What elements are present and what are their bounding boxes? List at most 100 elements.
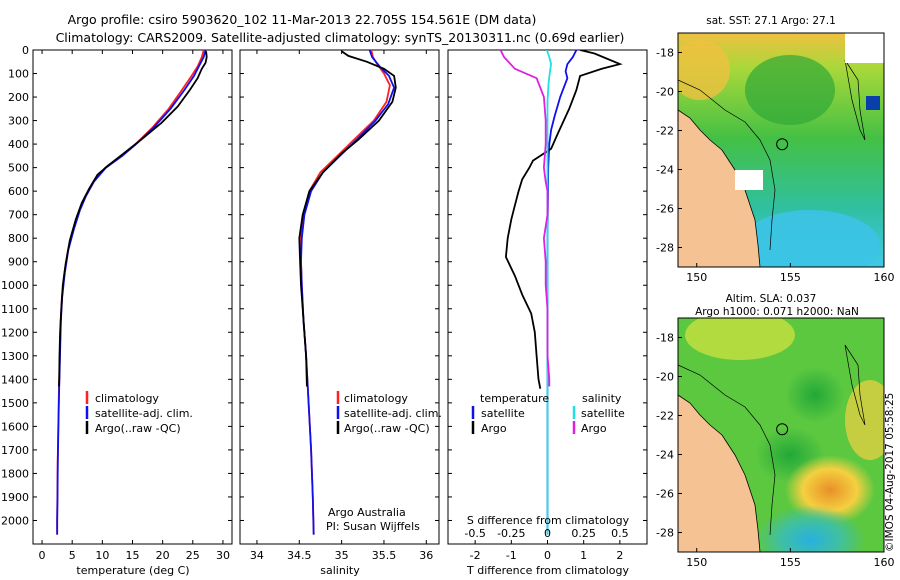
temperature-profile-panel: 0100200300400500600700800900100011001200… bbox=[1, 44, 233, 562]
sst-map-axes: 150 155 160 -18 -20 -22 -24 -26 -28 bbox=[656, 47, 894, 285]
map-y-tick-label: -24 bbox=[656, 164, 674, 177]
x-tick-label: 0 bbox=[39, 549, 46, 562]
sla-map-frame bbox=[677, 317, 885, 553]
sst-green-patch bbox=[745, 55, 835, 125]
map-y-tick-label: -24 bbox=[656, 449, 674, 462]
legend-salinity-title: salinity bbox=[582, 392, 622, 405]
legend-argo-label: Argo(..raw -QC) bbox=[344, 422, 430, 435]
x-tick-label: 35 bbox=[335, 549, 349, 562]
x-tick-label-s: 0.25 bbox=[571, 527, 596, 540]
t-difference-x-axis-label: T difference from climatology bbox=[466, 564, 629, 577]
x-tick-label: 34 bbox=[250, 549, 264, 562]
legend-satellite-label: satellite-adj. clim. bbox=[95, 407, 193, 420]
map-x-tick-label: 160 bbox=[874, 556, 895, 569]
y-tick-label: 0 bbox=[22, 44, 29, 57]
map-y-tick-label: -22 bbox=[656, 125, 674, 138]
map-x-tick-label: 150 bbox=[686, 271, 707, 284]
map-y-tick-label: -28 bbox=[656, 242, 674, 255]
x-tick-label-t: 1 bbox=[580, 549, 587, 562]
legend-s-argo-label: Argo bbox=[581, 422, 607, 435]
sst-map-frame bbox=[677, 32, 885, 268]
sla-map-title-line-1: Altim. SLA: 0.037 bbox=[726, 293, 817, 305]
x-tick-label-s: 0.5 bbox=[611, 527, 629, 540]
series-group bbox=[298, 50, 397, 535]
y-tick-label: 1000 bbox=[1, 279, 29, 292]
y-tick-label: 1300 bbox=[1, 350, 29, 363]
x-tick-label: 20 bbox=[156, 549, 170, 562]
sst-cool-patch bbox=[740, 210, 880, 267]
series-line-argo-raw-qc- bbox=[298, 50, 397, 387]
sst-reef-contour bbox=[844, 59, 866, 141]
sla-reef-contour bbox=[844, 344, 866, 426]
x-tick-label: 35.5 bbox=[372, 549, 397, 562]
map-x-tick-label: 150 bbox=[686, 556, 707, 569]
x-tick-label-s: -0.5 bbox=[464, 527, 485, 540]
legend-argo-label: Argo(..raw -QC) bbox=[95, 422, 181, 435]
x-tick-label-t: -1 bbox=[506, 549, 517, 562]
x-tick-label: 5 bbox=[69, 549, 76, 562]
legend-t-argo-label: Argo bbox=[481, 422, 507, 435]
map-y-tick-label: -18 bbox=[656, 47, 674, 60]
salinity-legend: climatology satellite-adj. clim. Argo(..… bbox=[336, 391, 442, 435]
map-y-tick-label: -20 bbox=[656, 371, 674, 384]
salinity-x-axis-label: salinity bbox=[320, 564, 360, 577]
series-group bbox=[56, 50, 208, 535]
sst-warm-patch bbox=[678, 40, 730, 100]
temperature-x-axis-label: temperature (deg C) bbox=[76, 564, 189, 577]
map-y-tick-label: -26 bbox=[656, 203, 674, 216]
legend-s-satellite-label: satellite bbox=[581, 407, 625, 420]
plot-frame bbox=[32, 49, 233, 545]
map-y-tick-label: -22 bbox=[656, 410, 674, 423]
series-group bbox=[499, 50, 623, 535]
legend-temperature-title: temperature bbox=[480, 392, 549, 405]
y-tick-label: 1800 bbox=[1, 467, 29, 480]
map-y-tick-label: -28 bbox=[656, 527, 674, 540]
map-x-tick-label: 160 bbox=[874, 271, 895, 284]
map-x-tick-label: 155 bbox=[780, 556, 801, 569]
y-tick-label: 2000 bbox=[1, 514, 29, 527]
pi-label: PI: Susan Wijffels bbox=[326, 520, 420, 533]
sla-cool-eddy bbox=[755, 505, 865, 552]
y-tick-label: 1900 bbox=[1, 491, 29, 504]
map-y-tick-label: -20 bbox=[656, 86, 674, 99]
argo-position-marker bbox=[776, 423, 789, 436]
sst-map-panel: sat. SST: 27.1 Argo: 27.1 150 155 160 -18 -2… bbox=[656, 15, 894, 284]
legend-t-satellite-label: satellite bbox=[481, 407, 525, 420]
salinity-profile-panel: 34 34.5 35 35.5 36 bbox=[239, 49, 440, 562]
y-tick-label: 500 bbox=[8, 162, 29, 175]
x-tick-label: 36 bbox=[419, 549, 433, 562]
y-tick-label: 600 bbox=[8, 185, 29, 198]
legend-climatology-label: climatology bbox=[344, 392, 408, 405]
x-tick-label-t: 0 bbox=[544, 549, 551, 562]
series-line-s-argo bbox=[499, 50, 551, 387]
y-tick-label: 1700 bbox=[1, 444, 29, 457]
map-y-tick-label: -26 bbox=[656, 488, 674, 501]
x-tick-label: 25 bbox=[186, 549, 200, 562]
sst-missing-data bbox=[735, 170, 763, 190]
x-tick-label: 15 bbox=[126, 549, 140, 562]
x-tick-label-t: 2 bbox=[616, 549, 623, 562]
plot-frame bbox=[239, 49, 440, 545]
figure-title-line-1: Argo profile: csiro 5903620_102 11-Mar-2… bbox=[68, 12, 537, 27]
difference-legend: temperature salinity satellite Argo sate… bbox=[471, 392, 625, 435]
s-difference-axis-label: S difference from climatology bbox=[467, 514, 630, 527]
sla-bathymetry-contour bbox=[678, 364, 776, 536]
y-tick-label: 1500 bbox=[1, 397, 29, 410]
sst-map-title: sat. SST: 27.1 Argo: 27.1 bbox=[706, 15, 836, 27]
legend-satellite-label: satellite-adj. clim. bbox=[344, 407, 442, 420]
x-tick-label: 34.5 bbox=[287, 549, 312, 562]
x-tick-label: 10 bbox=[95, 549, 109, 562]
imos-timestamp: ©IMOS 04-Aug-2017 05:58:25 bbox=[884, 393, 896, 552]
map-y-tick-label: -18 bbox=[656, 332, 674, 345]
sla-eddy bbox=[785, 367, 845, 423]
y-tick-label: 1100 bbox=[1, 303, 29, 316]
difference-profile-panel: -2 -1 0 1 2 -0.5 -0.25 0 0.25 0.5 bbox=[447, 49, 648, 562]
sla-map-title-line-2: Argo h1000: 0.071 h2000: NaN bbox=[695, 306, 859, 318]
x-tick-label-t: -2 bbox=[470, 549, 481, 562]
y-tick-label: 700 bbox=[8, 209, 29, 222]
sla-map-axes: 150 155 160 -18 -20 -22 -24 -26 -28 bbox=[656, 332, 894, 570]
australia-coast-land bbox=[678, 394, 761, 552]
y-tick-label: 300 bbox=[8, 115, 29, 128]
y-tick-label: 900 bbox=[8, 256, 29, 269]
